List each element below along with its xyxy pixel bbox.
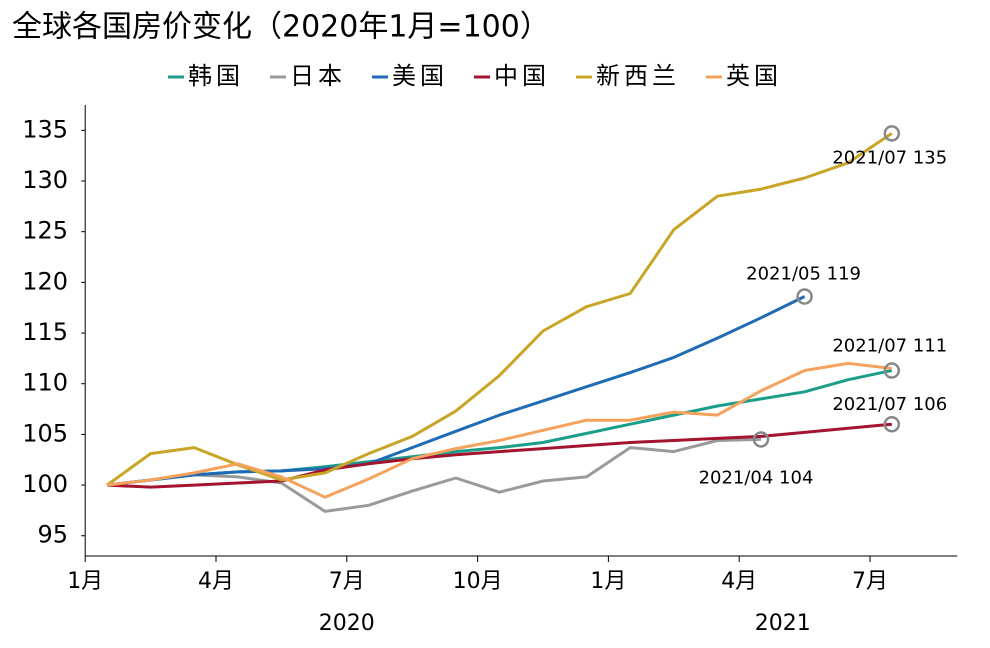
annotation: 2021/04 104: [699, 467, 814, 488]
y-tick-label: 115: [22, 318, 68, 346]
y-tick-label: 120: [22, 267, 68, 295]
year-label: 2021: [755, 611, 811, 636]
line: [106, 132, 893, 487]
y-tick-label: 125: [22, 217, 68, 245]
legend-label: 新西兰: [596, 62, 680, 90]
x-tick-label: 1月: [67, 569, 103, 594]
y-tick-label: 135: [22, 115, 68, 143]
line: [106, 437, 762, 513]
legend-label: 韩国: [188, 62, 244, 90]
line: [106, 422, 892, 489]
end-marker: [883, 362, 901, 379]
y-tick-label: 100: [22, 470, 68, 498]
end-marker: [796, 288, 813, 305]
x-tick-label: 1月: [590, 569, 626, 594]
line: [106, 361, 892, 499]
y-tick-label: 130: [22, 166, 68, 194]
legend-label: 日本: [290, 62, 346, 90]
y-tick-label: 95: [37, 521, 68, 549]
x-tick-label: 7月: [852, 569, 888, 594]
end-marker: [883, 125, 901, 142]
x-tick-label: 7月: [329, 569, 365, 594]
y-tick-label: 105: [22, 419, 68, 447]
x-tick-label: 10月: [453, 569, 503, 594]
end-marker: [752, 431, 770, 448]
x-tick-label: 4月: [198, 569, 234, 594]
legend-label: 英国: [726, 62, 782, 90]
x-tick-label: 4月: [721, 569, 757, 594]
legend-label: 美国: [392, 62, 448, 90]
chart-title: 全球各国房价变化（2020年1月=100）: [12, 10, 550, 45]
end-marker: [883, 415, 901, 433]
annotation: 2021/07 106: [832, 394, 947, 415]
annotation: 2021/07 111: [832, 336, 947, 357]
year-label: 2020: [319, 611, 375, 636]
line: [106, 295, 806, 487]
annotation: 2021/07 135: [832, 147, 947, 168]
annotation: 2021/05 119: [746, 264, 861, 285]
y-tick-label: 110: [22, 369, 68, 397]
legend-label: 中国: [494, 62, 550, 90]
